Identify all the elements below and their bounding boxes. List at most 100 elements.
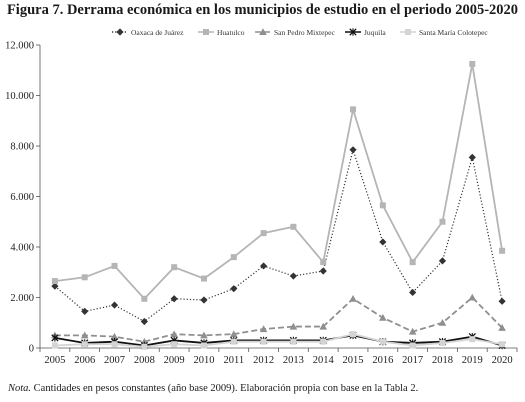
data-point [81, 274, 88, 281]
legend-label: San Pedro Mixtepec [274, 28, 335, 37]
data-point [289, 322, 298, 330]
x-tick-label: 2008 [134, 355, 155, 366]
y-tick-label: 2.000 [10, 293, 34, 304]
data-point [200, 331, 208, 339]
data-point [200, 275, 207, 282]
data-point [469, 60, 476, 67]
data-point [51, 282, 59, 290]
data-point [51, 278, 58, 285]
data-point [379, 313, 387, 321]
series-san-pedro-mixtepec [51, 293, 506, 345]
series-line [54, 63, 503, 301]
y-tick-label: 12.000 [5, 41, 34, 52]
legend-swatch-marker [259, 28, 267, 36]
legend-item: San Pedro Mixtepec [255, 28, 335, 37]
x-tick-label: 2005 [44, 355, 65, 366]
series-line [54, 333, 503, 348]
data-point [438, 318, 447, 326]
legend-label: Oaxaca de Juárez [131, 28, 184, 37]
data-point [439, 218, 446, 225]
data-point [141, 343, 148, 350]
data-point [379, 202, 386, 209]
y-tick-label: 0 [29, 344, 34, 355]
x-tick-label: 2017 [402, 355, 423, 366]
series-line [54, 296, 503, 343]
figure-title: Figura 7. Derrama económica en los munic… [6, 2, 519, 18]
data-point [349, 146, 357, 154]
y-tick-label: 8.000 [10, 142, 34, 153]
data-point [110, 301, 119, 309]
data-point [81, 341, 88, 348]
data-point [230, 254, 237, 261]
figure-note: Nota. Cantidades en pesos constantes (añ… [8, 383, 518, 394]
data-point [140, 317, 148, 326]
data-point [439, 339, 446, 346]
data-point [319, 322, 328, 330]
legend-swatch-marker [116, 28, 124, 36]
series-huatulco [51, 60, 506, 302]
y-tick-label: 10.000 [5, 91, 34, 102]
data-point [51, 342, 58, 349]
x-tick-label: 2019 [462, 355, 483, 366]
x-tick-label: 2020 [492, 355, 513, 366]
x-tick-label: 2015 [343, 355, 364, 366]
data-point [171, 341, 178, 348]
series-oaxaca-de-juarez [51, 146, 506, 326]
data-point [379, 338, 386, 345]
x-tick-label: 2010 [193, 355, 214, 366]
data-point [290, 223, 297, 230]
legend-item: Oaxaca de Juárez [112, 28, 184, 37]
series-santa-maria-colotepec [51, 331, 506, 350]
data-point [110, 332, 119, 340]
data-point [259, 325, 268, 333]
legend-swatch-marker [405, 29, 411, 35]
data-point [409, 288, 417, 297]
x-tick-label: 2014 [313, 355, 335, 366]
data-point [200, 296, 208, 304]
x-tick-label: 2013 [283, 355, 304, 366]
data-point [320, 259, 327, 266]
data-point [350, 331, 357, 338]
data-point [468, 153, 476, 161]
legend-label: Santa María Colotepec [419, 28, 488, 37]
data-point [499, 247, 506, 254]
data-point [171, 264, 178, 271]
data-point [170, 330, 178, 338]
data-point [230, 285, 238, 293]
legend-item: Santa María Colotepec [400, 28, 488, 37]
legend-label: Juquila [364, 28, 386, 37]
data-point [349, 294, 357, 302]
x-tick-label: 2006 [74, 355, 95, 366]
data-point [80, 331, 89, 339]
data-point [51, 334, 59, 342]
data-point [409, 259, 416, 266]
x-tick-label: 2018 [432, 355, 453, 366]
data-point [229, 330, 238, 338]
data-point [81, 307, 89, 315]
legend-label: Huatulco [217, 28, 245, 37]
data-point [469, 336, 476, 343]
data-point [438, 257, 447, 265]
data-point [409, 342, 416, 349]
data-point [468, 293, 477, 301]
data-point [230, 338, 237, 345]
data-point [498, 324, 506, 331]
legend-item: Huatulco [198, 28, 245, 37]
data-point [259, 262, 268, 270]
series-line [54, 147, 503, 323]
data-point [111, 262, 118, 269]
data-point [319, 267, 327, 275]
note-text: Cantidades en pesos constantes (año base… [31, 383, 419, 394]
data-point [350, 106, 357, 113]
x-tick-label: 2016 [372, 355, 393, 366]
data-point [290, 338, 297, 345]
x-tick-label: 2011 [223, 355, 244, 366]
x-tick-label: 2007 [104, 355, 125, 366]
data-point [498, 297, 506, 305]
data-point [320, 338, 327, 345]
legend-swatch-marker [349, 28, 357, 36]
legend-swatch-marker [203, 29, 209, 35]
data-point [260, 338, 267, 345]
data-point [111, 341, 118, 348]
y-tick-label: 4.000 [10, 243, 34, 254]
